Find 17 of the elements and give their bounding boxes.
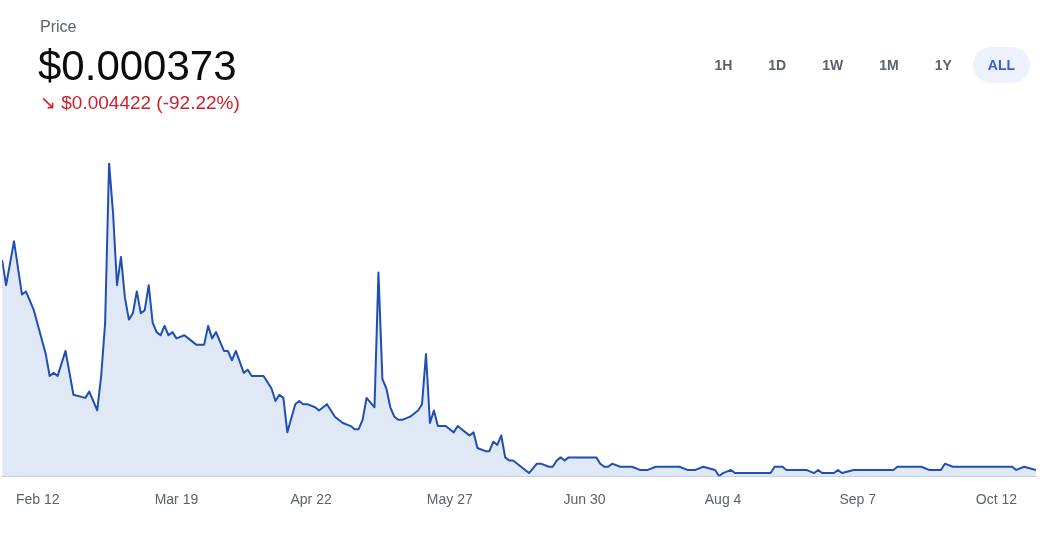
text: 1W xyxy=(821,56,845,75)
text: 1D xyxy=(767,56,788,75)
chart-title: Price xyxy=(40,18,77,36)
x-tick-label: Jun 30 xyxy=(563,491,606,508)
chart-subtitle: $0.000373 xyxy=(38,42,237,90)
x-tick-label: Apr 22 xyxy=(290,491,332,508)
x-tick-label: May 27 xyxy=(426,491,473,508)
x-tick-label: Oct 12 xyxy=(975,491,1018,508)
x-tick-label: Aug 4 xyxy=(704,491,742,508)
x-tick-label: Mar 19 xyxy=(154,491,199,508)
text: ALL xyxy=(972,47,1030,83)
x-tick-label: Sep 7 xyxy=(839,491,877,508)
x-tick-label: Feb 12 xyxy=(16,491,60,508)
text: 1H xyxy=(713,56,734,75)
text: 1Y xyxy=(933,56,953,75)
text: ↘ $0.004422 (-92.22%) xyxy=(40,91,240,114)
text: 1M xyxy=(878,56,900,75)
